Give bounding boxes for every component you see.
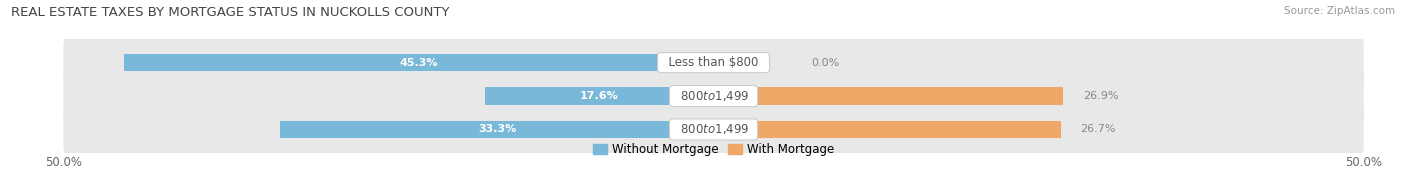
FancyBboxPatch shape <box>63 66 1364 126</box>
Bar <box>485 87 713 105</box>
Text: Source: ZipAtlas.com: Source: ZipAtlas.com <box>1284 6 1395 16</box>
Text: REAL ESTATE TAXES BY MORTGAGE STATUS IN NUCKOLLS COUNTY: REAL ESTATE TAXES BY MORTGAGE STATUS IN … <box>11 6 450 19</box>
Text: Less than $800: Less than $800 <box>661 56 766 69</box>
Text: 26.7%: 26.7% <box>1080 124 1116 134</box>
Bar <box>124 54 713 71</box>
Text: 0.0%: 0.0% <box>811 58 839 68</box>
FancyBboxPatch shape <box>63 32 1364 93</box>
Text: 33.3%: 33.3% <box>478 124 516 134</box>
Bar <box>280 121 713 138</box>
Bar <box>713 121 1060 138</box>
Text: 45.3%: 45.3% <box>399 58 439 68</box>
Legend: Without Mortgage, With Mortgage: Without Mortgage, With Mortgage <box>593 143 834 156</box>
Text: 17.6%: 17.6% <box>579 91 619 101</box>
Text: $800 to $1,499: $800 to $1,499 <box>673 122 754 136</box>
FancyBboxPatch shape <box>63 99 1364 160</box>
Text: $800 to $1,499: $800 to $1,499 <box>673 89 754 103</box>
Bar <box>713 87 1063 105</box>
Text: 26.9%: 26.9% <box>1083 91 1118 101</box>
